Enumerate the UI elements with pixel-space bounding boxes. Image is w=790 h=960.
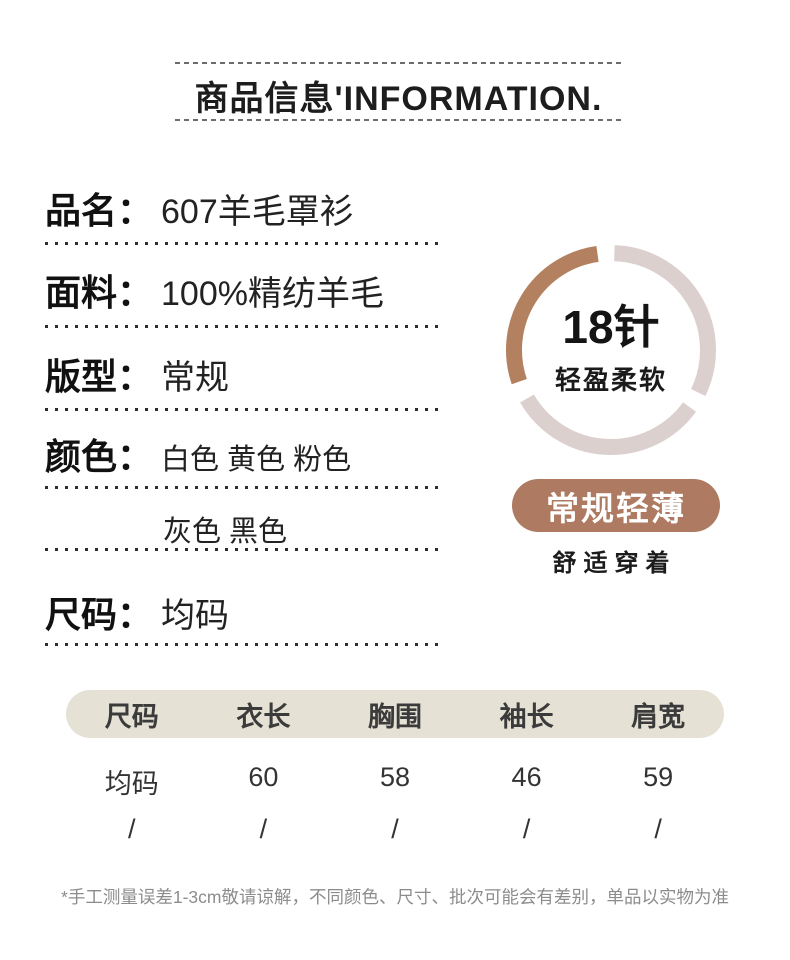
dotted-divider: [45, 408, 445, 411]
info-value: 常规: [161, 359, 230, 397]
size-table-cell: 46: [511, 762, 542, 792]
info-label: 颜色：: [45, 436, 154, 477]
info-label: 尺码：: [45, 594, 154, 635]
size-table-cell: /: [654, 814, 662, 844]
badge-caption: 舒适穿着: [552, 550, 677, 577]
donut-headline: 18针: [562, 301, 660, 354]
info-value: 白色 黄色 粉色: [161, 444, 352, 476]
size-table-cell: /: [259, 814, 268, 844]
info-row-fabric: 面料： 100%精纺羊毛: [45, 264, 384, 316]
size-table-header: 尺码 衣长 胸围 袖长 肩宽: [66, 690, 724, 738]
donut-text-block: 18针 轻盈柔软: [501, 240, 721, 460]
header-dashed-rule-top: [175, 62, 622, 64]
dotted-divider: [45, 486, 445, 489]
info-row-fit: 版型： 常规: [45, 348, 229, 400]
donut-arc-brown: [506, 245, 599, 385]
info-label: 版型：: [45, 356, 154, 397]
info-row-product-name: 品名： 607羊毛罩衫: [45, 182, 354, 234]
info-row-size: 尺码： 均码: [45, 586, 229, 638]
size-table-header-cell: 袖长: [499, 701, 554, 732]
size-table-row: 均码 60 58 46 59: [66, 762, 724, 801]
dotted-divider: [45, 643, 445, 646]
size-table-cell: 58: [379, 762, 410, 792]
size-table-cell: /: [391, 814, 399, 844]
size-table-header-cell: 肩宽: [631, 701, 686, 732]
info-label: 品名：: [45, 190, 154, 231]
size-table-row: / / / / /: [66, 814, 724, 845]
feature-donut: 18针 轻盈柔软: [501, 240, 721, 460]
info-label: 面料：: [45, 272, 154, 313]
size-table-cell: 59: [643, 762, 674, 792]
size-table-header-cell: 尺码: [104, 701, 159, 732]
page-title: 商品信息'INFORMATION.: [194, 80, 603, 118]
donut-ring-graphic: [506, 245, 716, 455]
measurement-disclaimer: *手工测量误差1-3cm敬请谅解，不同颜色、尺寸、批次可能会有差别，单品以实物为…: [61, 887, 729, 907]
donut-arc-light-bottom: [520, 394, 696, 455]
size-table-cell: 60: [248, 762, 279, 792]
header-dashed-rule-bottom: [175, 119, 622, 121]
size-table-cell: /: [128, 814, 136, 844]
info-value-colors-line2: 灰色 黑色: [163, 516, 288, 548]
donut-subline: 轻盈柔软: [554, 364, 667, 395]
feature-badge: 常规轻薄: [512, 479, 720, 532]
size-table-header-cell: 胸围: [367, 701, 422, 732]
info-row-colors: 颜色： 白色 黄色 粉色: [45, 428, 351, 480]
dotted-divider: [45, 548, 445, 551]
dotted-divider: [45, 242, 445, 245]
size-table-header-cell: 衣长: [236, 701, 291, 732]
dotted-divider: [45, 325, 445, 328]
size-table-cell: /: [522, 814, 531, 844]
size-table-cell: 均码: [104, 769, 159, 799]
info-value: 均码: [161, 597, 230, 635]
info-value: 607羊毛罩衫: [161, 193, 354, 231]
info-value: 100%精纺羊毛: [161, 275, 384, 313]
donut-arc-light-right: [613, 245, 716, 396]
